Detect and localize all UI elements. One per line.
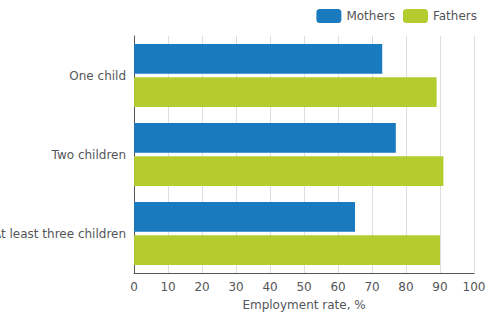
svg-text:At least three children: At least three children	[0, 227, 126, 241]
svg-text:90: 90	[432, 280, 447, 294]
svg-text:100: 100	[463, 280, 486, 294]
svg-text:70: 70	[364, 280, 379, 294]
svg-text:Employment rate, %: Employment rate, %	[242, 298, 365, 312]
svg-text:20: 20	[194, 280, 209, 294]
svg-text:Mothers: Mothers	[346, 9, 395, 23]
svg-text:0: 0	[130, 280, 138, 294]
svg-text:50: 50	[296, 280, 311, 294]
svg-text:40: 40	[262, 280, 277, 294]
svg-text:Fathers: Fathers	[433, 9, 477, 23]
svg-text:One child: One child	[69, 69, 126, 83]
svg-text:30: 30	[228, 280, 243, 294]
svg-text:Two children: Two children	[51, 148, 126, 162]
svg-text:10: 10	[160, 280, 175, 294]
svg-text:80: 80	[398, 280, 413, 294]
svg-text:60: 60	[330, 280, 345, 294]
